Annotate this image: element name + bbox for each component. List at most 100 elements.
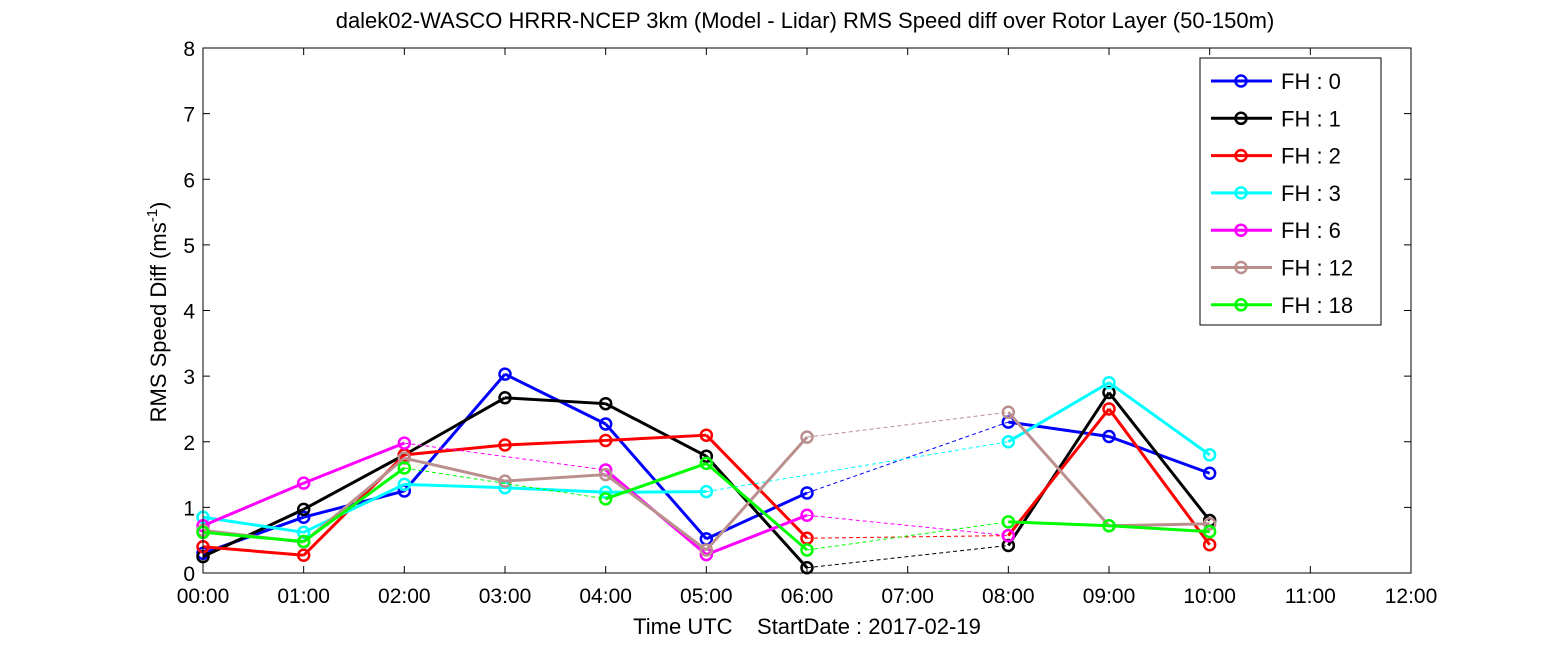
legend-swatch-marker — [1234, 298, 1248, 312]
series-fh-18 — [196, 456, 1217, 557]
series-line-segment — [504, 473, 606, 483]
series-line-segment — [1107, 391, 1211, 522]
x-tick-label: 07:00 — [881, 585, 934, 608]
series-fh-12 — [196, 405, 1217, 557]
data-point — [1102, 402, 1116, 416]
data-point — [598, 396, 613, 411]
x-tick-label: 06:00 — [781, 585, 834, 608]
x-axis: 00:00 01:00 02:00 03:00 04:00 05:00 06:00 07:00… — [177, 48, 1438, 608]
x-tick-label: 02:00 — [378, 585, 431, 608]
data-point — [1202, 517, 1217, 531]
series-line-segment — [504, 372, 607, 426]
series-line-segment — [1107, 408, 1211, 546]
data-point — [498, 367, 512, 381]
y-axis-label: RMS Speed Diff (ms-1) — [144, 202, 171, 423]
series-line-segment — [705, 455, 809, 569]
legend-item: FH : 12 — [1211, 256, 1353, 281]
series-line-segment — [404, 442, 606, 471]
legend-swatch-marker — [1234, 148, 1248, 163]
data-point — [1102, 429, 1116, 444]
series-line-segment — [705, 436, 809, 552]
legend-swatch-marker — [1234, 74, 1248, 88]
data-point — [296, 510, 311, 524]
data-point — [296, 548, 311, 563]
series-line-segment — [1108, 381, 1211, 457]
series-line-segment — [302, 453, 406, 511]
data-point — [1202, 466, 1217, 480]
y-axis-label-main: RMS Speed Diff (ms — [146, 222, 171, 422]
series-line-segment — [605, 433, 707, 442]
series-line-segment — [806, 411, 1009, 438]
data-point — [1102, 375, 1116, 390]
legend: FH : 0 FH : 1 FH : 2 FH : 3 FH : 6 FH : 12 FH … — [1199, 57, 1382, 326]
legend-label: FH : 0 — [1281, 69, 1341, 94]
data-point — [1102, 519, 1116, 533]
x-tick-label: 10:00 — [1183, 585, 1236, 608]
x-tick-label: 12:00 — [1385, 585, 1438, 608]
y-axis-label-close: ) — [146, 202, 171, 209]
data-point — [296, 534, 311, 549]
series-line-segment — [303, 441, 405, 485]
data-point — [699, 543, 714, 557]
legend-label: FH : 2 — [1281, 144, 1341, 169]
data-point — [699, 428, 714, 442]
x-tick-label: 01:00 — [277, 585, 330, 608]
series-line-segment — [806, 421, 1009, 494]
y-axis-label-superscript: -1 — [144, 209, 161, 222]
data-point — [498, 480, 512, 495]
series-layer — [196, 367, 1217, 575]
series-line-segment — [504, 396, 606, 406]
data-point — [498, 438, 512, 452]
series-line-segment — [1108, 524, 1210, 534]
series-line-segment — [404, 482, 506, 490]
data-point — [699, 456, 714, 471]
x-tick-label: 03:00 — [479, 585, 532, 608]
series-line-segment — [1008, 420, 1110, 438]
x-tick-label: 00:00 — [177, 585, 230, 608]
y-tick-label: 4 — [183, 301, 195, 324]
series-line-segment — [806, 544, 1009, 569]
series-line-segment — [604, 402, 708, 458]
data-point — [397, 477, 412, 492]
series-line-segment — [806, 521, 1009, 551]
series-line-segment — [1007, 411, 1111, 527]
legend-label: FH : 6 — [1281, 218, 1341, 243]
data-point — [296, 476, 311, 490]
series-line-segment — [705, 462, 808, 552]
legend-swatch-marker — [1234, 260, 1248, 275]
data-point — [1202, 538, 1217, 552]
legend-swatch-marker — [1234, 186, 1248, 200]
legend-swatch-marker — [1234, 111, 1248, 126]
y-tick-label: 5 — [183, 235, 195, 258]
data-point — [598, 417, 613, 431]
data-point — [598, 433, 613, 448]
data-point — [699, 484, 714, 499]
x-tick-label: 11:00 — [1285, 585, 1336, 608]
data-point — [498, 391, 512, 405]
data-point — [1202, 448, 1217, 462]
series-line-segment — [705, 513, 808, 557]
series-line-segment — [504, 438, 606, 447]
series-line-segment — [604, 473, 708, 552]
data-point — [699, 449, 714, 463]
chart-title: dalek02-WASCO HRRR-NCEP 3km (Model - Lid… — [336, 8, 1275, 33]
series-line-segment — [202, 545, 304, 557]
series-line-segment — [202, 530, 304, 543]
y-tick-label: 0 — [183, 563, 195, 586]
x-tick-label: 05:00 — [680, 585, 733, 608]
series-line-segment — [403, 456, 506, 483]
x-axis-label: Time UTC StartDate : 2017-02-19 — [633, 614, 981, 639]
data-point — [800, 430, 814, 444]
data-point — [397, 461, 412, 475]
series-line-segment — [404, 467, 606, 500]
data-point — [800, 486, 814, 500]
series-line-segment — [202, 481, 305, 528]
data-point — [598, 492, 613, 506]
series-line-segment — [403, 373, 507, 492]
y-tick-label: 1 — [183, 497, 195, 520]
legend-item: FH : 6 — [1211, 218, 1341, 243]
series-line-segment — [504, 486, 606, 494]
legend-item: FH : 2 — [1211, 144, 1341, 169]
data-point — [598, 467, 613, 482]
